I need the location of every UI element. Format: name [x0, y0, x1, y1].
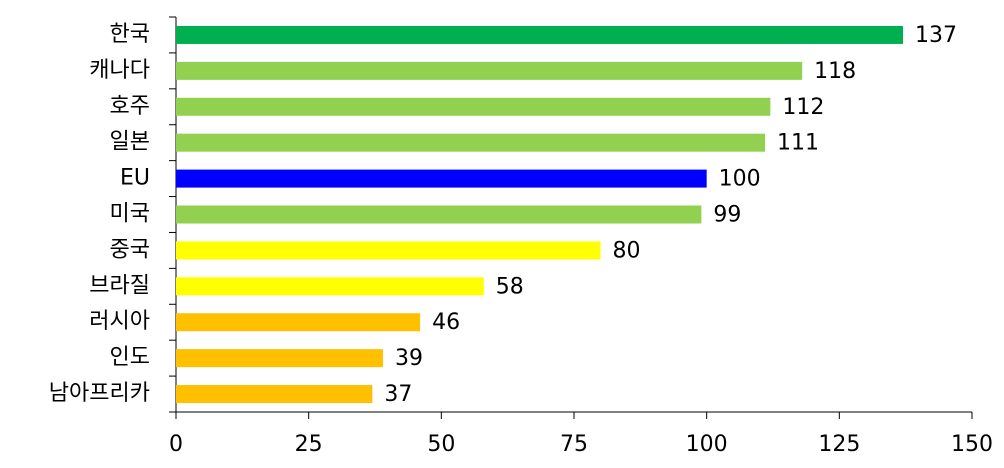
x-tick-label: 75	[560, 432, 588, 457]
bar	[176, 205, 702, 224]
y-tick-label: 호주	[110, 94, 150, 119]
value-label: 111	[777, 131, 819, 156]
y-tick-label: 러시아	[89, 309, 150, 334]
bar	[176, 241, 601, 260]
bar	[176, 25, 904, 44]
x-tick-label: 125	[818, 432, 860, 457]
y-tick-label: 캐나다	[89, 58, 150, 83]
bar	[176, 385, 373, 404]
x-tick-label: 0	[169, 432, 183, 457]
bar	[176, 313, 421, 332]
value-label: 39	[395, 346, 423, 371]
y-tick-label: 한국	[110, 22, 150, 47]
y-tick-label: 인도	[110, 345, 150, 370]
y-tick-label: 중국	[110, 237, 150, 262]
value-label: 100	[719, 167, 761, 192]
y-tick-label: 브라질	[89, 273, 150, 298]
bar	[176, 349, 383, 368]
x-tick-label: 150	[951, 432, 993, 457]
bar	[176, 133, 766, 152]
x-tick-label: 50	[427, 432, 455, 457]
x-tick-label: 100	[686, 432, 728, 457]
bar	[176, 277, 484, 296]
value-label: 46	[432, 310, 460, 335]
bar	[176, 97, 771, 116]
y-tick-label: 일본	[110, 130, 150, 155]
y-tick-label: EU	[120, 166, 150, 191]
bar	[176, 61, 803, 80]
y-tick-label: 남아프리카	[49, 381, 150, 406]
value-label: 99	[713, 203, 741, 228]
value-label: 112	[782, 95, 824, 120]
value-label: 37	[384, 382, 412, 407]
value-label: 58	[496, 274, 524, 299]
value-label: 137	[915, 23, 957, 48]
x-tick-label: 25	[295, 432, 323, 457]
bar	[176, 169, 707, 188]
value-label: 80	[613, 238, 641, 263]
y-tick-label: 미국	[110, 202, 150, 227]
value-label: 118	[814, 59, 856, 84]
